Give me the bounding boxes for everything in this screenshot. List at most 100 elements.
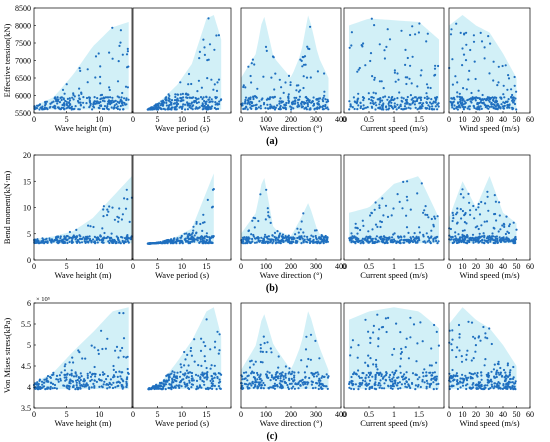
data-point	[193, 234, 196, 237]
data-point	[405, 371, 408, 374]
data-point	[277, 107, 280, 111]
data-point	[199, 240, 202, 243]
data-point	[511, 381, 514, 384]
data-point	[282, 240, 285, 243]
data-point	[472, 357, 475, 360]
data-point	[479, 387, 482, 390]
data-point	[508, 225, 511, 228]
data-point	[483, 384, 486, 387]
data-point	[423, 240, 426, 243]
data-point	[75, 236, 78, 240]
data-point	[372, 102, 375, 105]
data-point	[455, 237, 458, 240]
data-point	[435, 387, 438, 390]
data-point	[243, 377, 246, 380]
data-point	[369, 52, 373, 55]
data-point	[53, 386, 56, 390]
envelope-area	[34, 307, 129, 390]
data-point	[208, 96, 211, 99]
data-point	[427, 216, 430, 219]
data-point	[491, 385, 494, 388]
data-point	[74, 371, 77, 374]
data-point	[265, 236, 268, 239]
data-point	[378, 80, 381, 83]
x-tick-label: 5	[156, 410, 160, 419]
data-point	[323, 90, 326, 93]
data-point	[486, 384, 489, 387]
data-point	[426, 32, 429, 35]
data-point	[206, 59, 209, 62]
data-point	[260, 386, 263, 389]
data-point	[293, 376, 296, 379]
data-point	[437, 240, 440, 243]
data-point	[165, 98, 168, 101]
data-point	[252, 104, 255, 107]
data-point	[167, 99, 170, 102]
x-tick-label: 40	[499, 262, 507, 271]
x-tick-label: 0	[342, 262, 346, 271]
data-point	[350, 346, 353, 349]
data-point	[472, 40, 476, 43]
data-point	[416, 378, 419, 381]
data-point	[49, 376, 53, 379]
data-point	[369, 357, 372, 360]
data-point	[99, 104, 103, 107]
data-point	[506, 362, 509, 365]
data-point	[452, 214, 455, 217]
data-point	[171, 378, 174, 381]
data-point	[474, 344, 477, 347]
envelope-area	[241, 178, 329, 244]
data-point	[493, 382, 496, 385]
data-point	[101, 99, 104, 102]
data-point	[264, 233, 267, 236]
data-point	[377, 106, 380, 109]
data-point	[408, 238, 411, 242]
data-point	[55, 387, 59, 390]
data-point	[390, 241, 393, 244]
data-point	[405, 214, 408, 217]
data-point	[425, 232, 428, 235]
data-point	[451, 97, 454, 100]
data-point	[59, 237, 62, 240]
data-point	[284, 81, 287, 84]
x-tick-label: 10	[95, 410, 103, 419]
data-point	[406, 180, 409, 183]
data-point	[317, 100, 320, 103]
data-point	[306, 238, 309, 241]
data-point	[37, 388, 40, 391]
data-point	[397, 78, 400, 81]
data-point	[170, 99, 174, 102]
x-axis-label: Wind speed (m/s)	[459, 270, 519, 280]
data-point	[426, 382, 429, 385]
data-point	[313, 229, 317, 232]
x-tick-label: 0	[131, 262, 135, 271]
data-point	[436, 108, 439, 111]
data-point	[85, 382, 88, 386]
data-point	[197, 79, 200, 82]
data-point	[261, 350, 264, 353]
data-point	[188, 106, 191, 109]
data-point	[63, 103, 66, 106]
data-point	[112, 241, 115, 244]
data-point	[494, 200, 497, 203]
data-point	[101, 371, 104, 374]
data-point	[375, 358, 378, 362]
data-point	[377, 384, 380, 387]
data-point	[451, 106, 454, 109]
data-point	[167, 93, 170, 96]
data-point	[424, 205, 427, 208]
data-point	[250, 81, 253, 84]
data-point	[180, 236, 183, 239]
data-point	[398, 381, 401, 384]
data-point	[421, 371, 425, 374]
data-point	[126, 240, 130, 243]
x-tick-label: 0	[32, 115, 36, 124]
data-point	[476, 108, 479, 111]
data-point	[425, 385, 428, 388]
data-point	[385, 372, 388, 375]
data-point	[356, 70, 359, 73]
data-point	[43, 242, 46, 245]
data-point	[301, 237, 304, 240]
data-point	[456, 91, 459, 94]
data-point	[479, 339, 482, 342]
